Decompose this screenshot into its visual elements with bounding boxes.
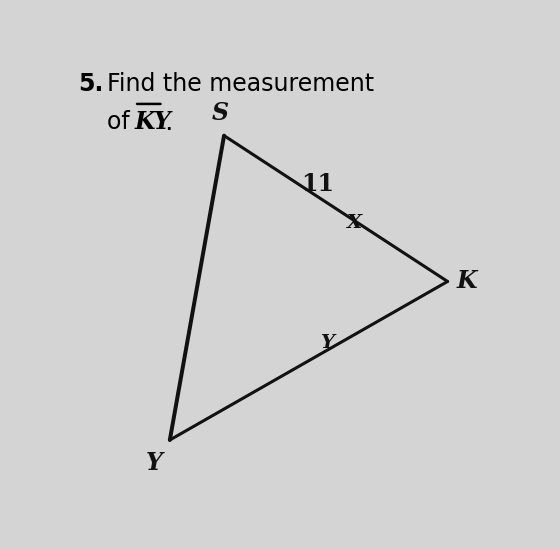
Text: of: of xyxy=(107,110,137,135)
Text: K: K xyxy=(456,270,477,294)
Text: 5.: 5. xyxy=(78,72,103,96)
Text: KY: KY xyxy=(134,110,171,135)
Text: Y: Y xyxy=(320,334,333,352)
Text: Find the measurement: Find the measurement xyxy=(107,72,374,96)
Text: 11: 11 xyxy=(301,172,334,196)
Text: .: . xyxy=(165,110,173,136)
Text: X: X xyxy=(346,214,361,232)
Text: S: S xyxy=(211,101,228,125)
Text: Y: Y xyxy=(146,451,163,475)
